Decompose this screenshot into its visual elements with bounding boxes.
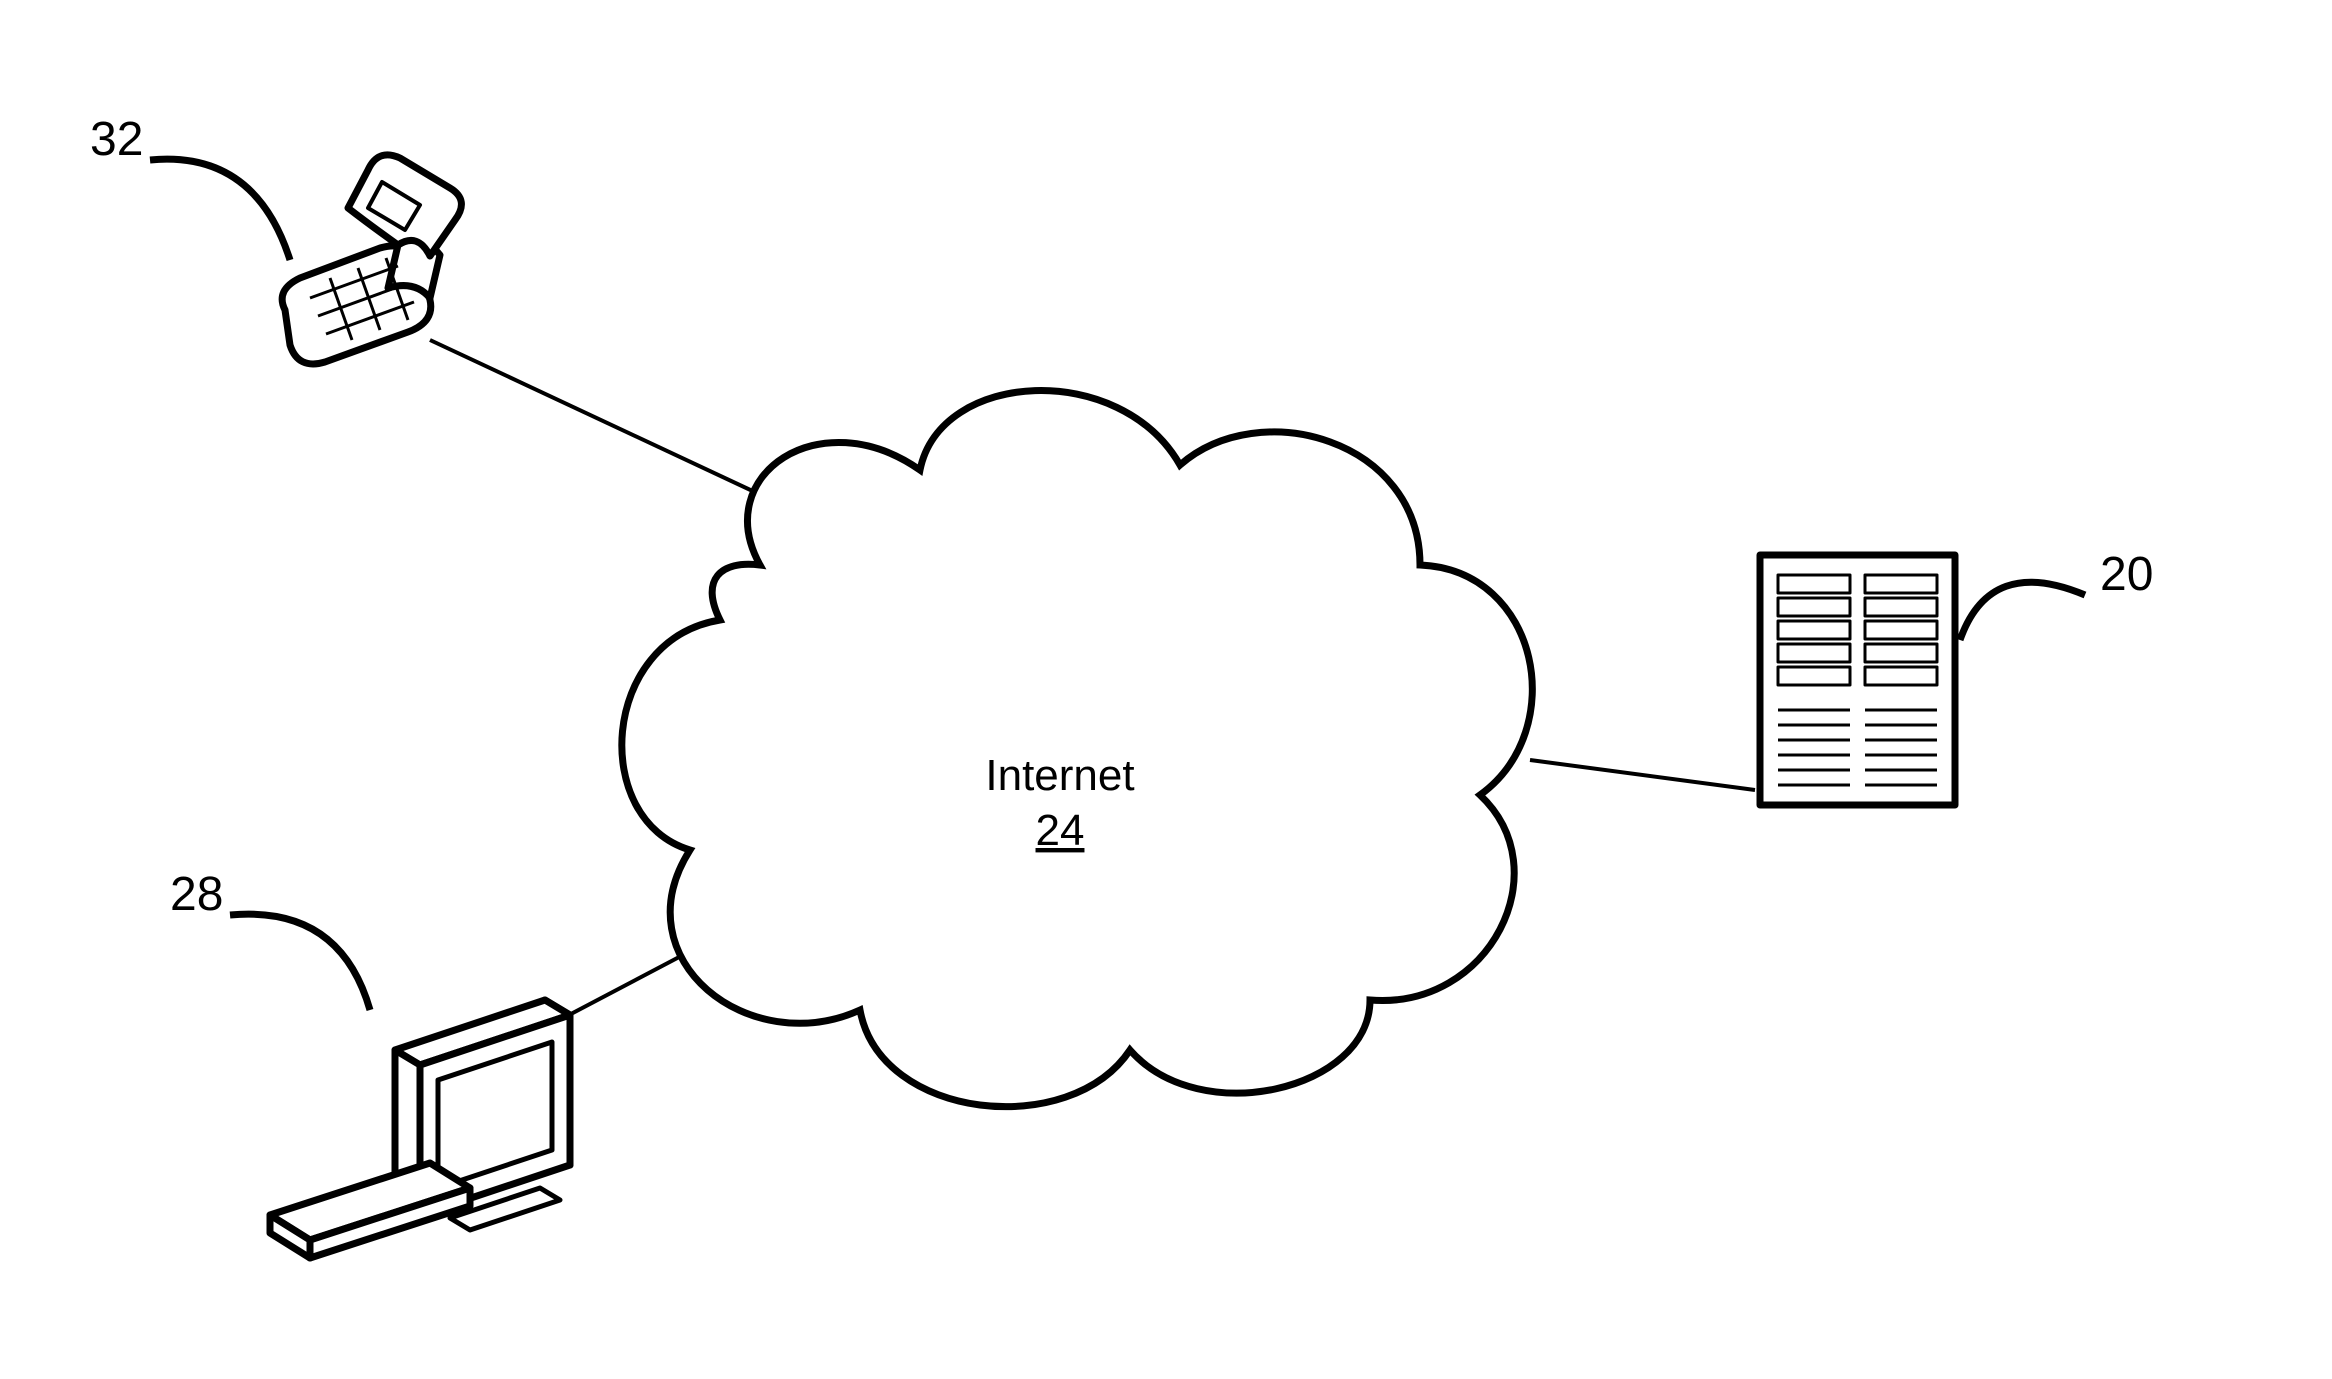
phone-ref-label: 32 [90,113,143,166]
cloud-label-top: Internet [985,751,1134,800]
phone-node: 32 [90,113,461,364]
server-node: 20 [1760,548,2153,805]
server-rack-icon [1760,555,1955,805]
phone-leader [150,159,290,260]
flip-phone-icon [282,155,461,364]
edge-server-cloud [1530,760,1755,790]
computer-leader [230,914,370,1010]
server-leader [1960,582,2085,640]
cloud-icon [622,391,1533,1107]
cloud-label-bottom: 24 [1036,806,1085,855]
server-ref-label: 20 [2100,548,2153,601]
desktop-computer-icon [270,1000,570,1258]
computer-ref-label: 28 [170,868,223,921]
cloud-node: Internet 24 [622,391,1533,1107]
computer-node: 28 [170,868,570,1258]
